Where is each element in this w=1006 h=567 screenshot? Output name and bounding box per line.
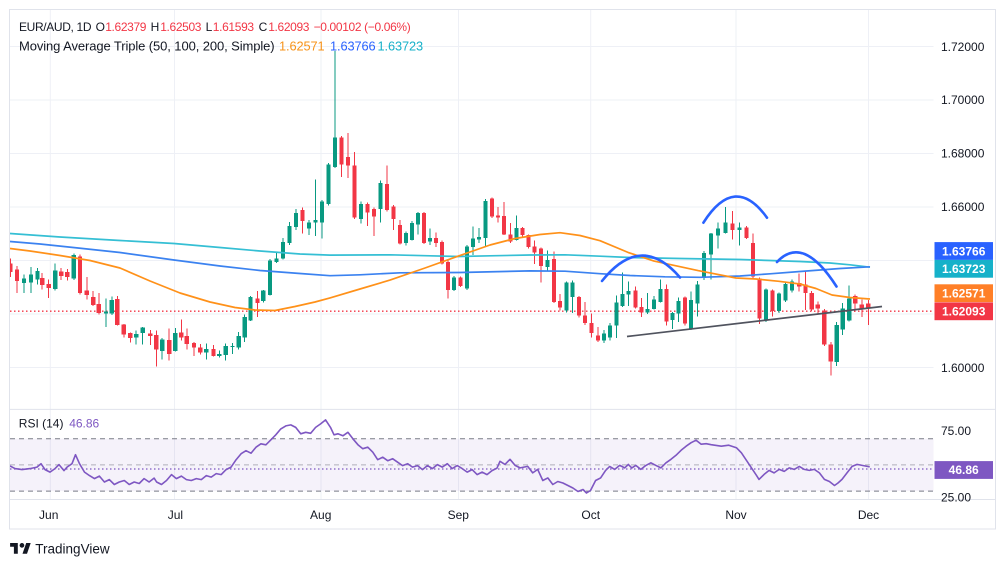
svg-text:1.62503: 1.62503 xyxy=(160,20,202,34)
svg-text:75.00: 75.00 xyxy=(941,424,971,438)
svg-text:1.63766: 1.63766 xyxy=(330,39,376,54)
svg-text:Oct: Oct xyxy=(581,508,600,522)
svg-text:Aug: Aug xyxy=(310,508,331,522)
svg-text:RSI (14): RSI (14) xyxy=(19,416,64,430)
svg-text:1.62571: 1.62571 xyxy=(942,287,986,301)
svg-text:25.00: 25.00 xyxy=(941,491,971,505)
svg-text:1.60000: 1.60000 xyxy=(941,361,985,375)
svg-text:1.62571: 1.62571 xyxy=(279,39,325,54)
svg-text:Jun: Jun xyxy=(39,508,58,522)
svg-text:Nov: Nov xyxy=(725,508,746,522)
svg-text:C: C xyxy=(259,20,268,34)
svg-text:46.86: 46.86 xyxy=(949,463,979,477)
svg-text:1.63723: 1.63723 xyxy=(942,262,986,276)
svg-text:EUR/AUD, 1D: EUR/AUD, 1D xyxy=(19,20,92,34)
svg-text:Dec: Dec xyxy=(858,508,879,522)
svg-text:H: H xyxy=(151,20,160,34)
svg-text:1.62093: 1.62093 xyxy=(942,305,986,319)
svg-text:1.68000: 1.68000 xyxy=(941,147,985,161)
svg-text:1.72000: 1.72000 xyxy=(941,40,985,54)
svg-text:Jul: Jul xyxy=(168,508,183,522)
svg-text:1.63766: 1.63766 xyxy=(942,244,986,258)
svg-text:1.70000: 1.70000 xyxy=(941,93,985,107)
svg-text:1.61593: 1.61593 xyxy=(213,20,255,34)
svg-text:L: L xyxy=(206,20,213,34)
svg-text:1.66000: 1.66000 xyxy=(941,200,985,214)
svg-text:−0.00102 (−0.06%): −0.00102 (−0.06%) xyxy=(314,20,411,34)
svg-text:1.62379: 1.62379 xyxy=(105,20,147,34)
svg-text:1.63723: 1.63723 xyxy=(378,39,424,54)
svg-text:1.62093: 1.62093 xyxy=(268,20,310,34)
svg-text:Sep: Sep xyxy=(448,508,470,522)
svg-text:O: O xyxy=(96,20,105,34)
svg-text:Moving Average Triple (50, 100: Moving Average Triple (50, 100, 200, Sim… xyxy=(19,39,275,54)
svg-text:TradingView: TradingView xyxy=(35,542,110,557)
svg-text:46.86: 46.86 xyxy=(69,416,99,430)
